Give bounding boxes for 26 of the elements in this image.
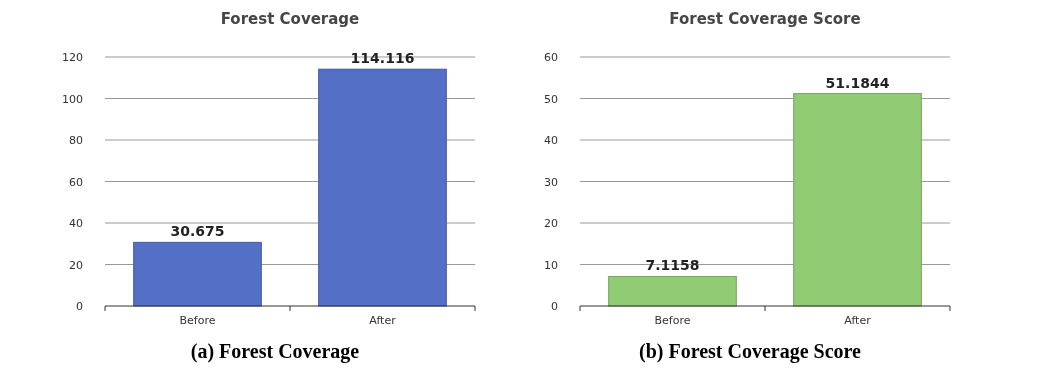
y-tick-label: 80: [69, 134, 83, 147]
chart-title: Forest Coverage Score: [669, 10, 861, 28]
y-tick-label: 40: [69, 217, 83, 230]
y-tick-label: 60: [544, 51, 558, 64]
y-tick-label: 120: [62, 51, 83, 64]
y-tick-label: 50: [544, 92, 558, 106]
y-tick-label: 0: [551, 300, 558, 313]
data-label: 51.1844: [825, 74, 890, 91]
y-tick-label: 0: [76, 300, 83, 313]
y-tick-label: 100: [62, 92, 83, 106]
x-tick-label: Before: [654, 314, 691, 327]
y-tick-label: 40: [544, 134, 558, 147]
x-tick-label: After: [844, 314, 872, 327]
y-tick-label: 30: [544, 175, 558, 189]
data-label: 114.116: [350, 50, 415, 67]
data-label: 30.675: [170, 223, 225, 240]
text: (b) Forest Coverage Score: [639, 340, 862, 363]
x-tick-label: After: [369, 314, 397, 327]
y-tick-label: 20: [544, 217, 558, 230]
y-tick-label: 10: [544, 258, 558, 272]
y-tick-label: 60: [69, 175, 83, 189]
x-tick-label: Before: [179, 314, 216, 327]
y-tick-label: 20: [69, 258, 83, 272]
text: (a) Forest Coverage: [190, 340, 360, 363]
data-label: 7.1158: [645, 257, 700, 274]
chart-title: Forest Coverage: [220, 10, 360, 28]
